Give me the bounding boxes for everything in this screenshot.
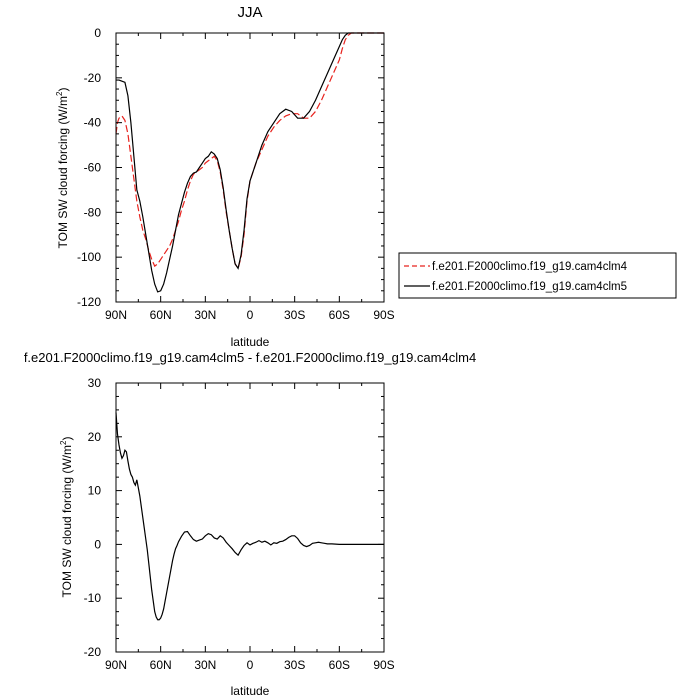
- y-axis-label-top-main: TOM SW cloud forcing (W/m: [56, 96, 70, 248]
- y-axis-label-bottom-close: ): [60, 437, 74, 441]
- x-tick-label-bottom: 30N: [194, 658, 216, 672]
- plot-frame-bottom: [115, 382, 385, 653]
- y-axis-label-bottom-sup: 2: [59, 440, 68, 445]
- x-tick-label-top: 30N: [194, 308, 216, 322]
- y-axis-label-top: TOM SW cloud forcing (W/m2): [55, 88, 70, 249]
- legend-label-cam4clm4: f.e201.F2000climo.f19_g19.cam4clm4: [432, 261, 628, 273]
- y-tick-label-bottom: 0: [94, 537, 101, 551]
- y-axis-label-top-close: ): [56, 88, 70, 92]
- y-tick-label-bottom: -10: [84, 591, 102, 605]
- x-tick-label-bottom: 30S: [284, 658, 305, 672]
- x-tick-label-top: 0: [247, 308, 254, 322]
- panel-bottom-difference: f.e201.F2000climo.f19_g19.cam4clm5 - f.e…: [24, 350, 476, 698]
- chart-title-bottom: f.e201.F2000climo.f19_g19.cam4clm5 - f.e…: [24, 350, 476, 365]
- y-tick-label-bottom: 20: [88, 430, 102, 444]
- chart-title-top: JJA: [237, 4, 262, 21]
- x-tick-label-top: 90N: [105, 308, 127, 322]
- y-tick-label-top: -120: [77, 295, 101, 309]
- x-tick-label-top: 30S: [284, 308, 305, 322]
- series-line-top-1: [116, 32, 384, 293]
- plot-frame-top: [115, 32, 385, 303]
- y-tick-label-bottom: 10: [88, 484, 102, 498]
- y-tick-label-top: -40: [84, 116, 102, 130]
- x-tick-label-bottom: 60S: [329, 658, 350, 672]
- x-axis-label-top: latitude: [231, 335, 270, 349]
- y-tick-label-bottom: 30: [88, 376, 102, 390]
- legend: f.e201.F2000climo.f19_g19.cam4clm4 f.e20…: [398, 252, 677, 299]
- y-tick-label-top: -60: [84, 161, 102, 175]
- y-tick-label-top: -20: [84, 71, 102, 85]
- panel-top-climatology: JJA latitude TOM SW cloud forcing (W/m2)…: [55, 4, 395, 349]
- y-tick-label-top: -80: [84, 205, 102, 219]
- legend-box: [398, 252, 677, 299]
- x-tick-label-bottom: 90N: [105, 658, 127, 672]
- x-axis-label-bottom: latitude: [231, 684, 270, 698]
- x-tick-label-bottom: 60N: [150, 658, 172, 672]
- legend-label-cam4clm5: f.e201.F2000climo.f19_g19.cam4clm5: [432, 281, 627, 293]
- x-tick-label-top: 60N: [150, 308, 172, 322]
- y-axis-label-top-sup: 2: [55, 91, 64, 96]
- y-tick-label-top: -100: [77, 250, 101, 264]
- y-axis-label-bottom-main: TOM SW cloud forcing (W/m: [60, 445, 74, 597]
- y-axis-label-bottom: TOM SW cloud forcing (W/m2): [59, 437, 74, 598]
- x-tick-label-top: 90S: [373, 308, 394, 322]
- y-tick-label-top: 0: [94, 26, 101, 40]
- x-tick-label-top: 60S: [329, 308, 350, 322]
- series-line-top-0: [115, 32, 384, 270]
- series-line-bottom-0: [115, 412, 384, 621]
- x-tick-label-bottom: 0: [247, 658, 254, 672]
- x-tick-label-bottom: 90S: [373, 658, 394, 672]
- y-tick-label-bottom: -20: [84, 645, 102, 659]
